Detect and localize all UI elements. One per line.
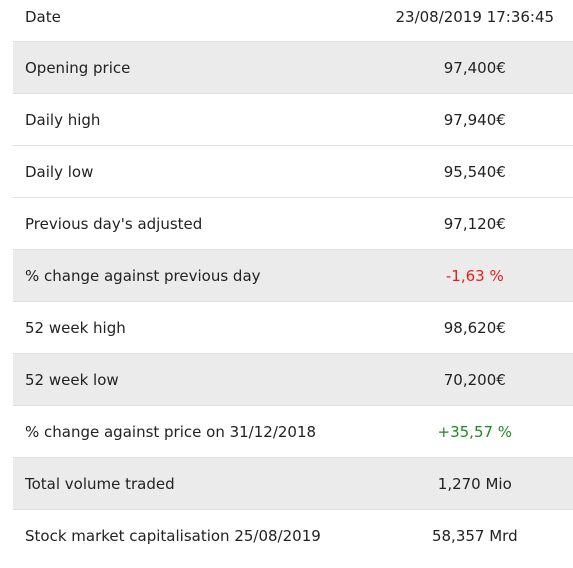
table-row: Daily low 95,540€: [13, 146, 573, 198]
table-row: Stock market capitalisation 25/08/2019 58…: [13, 510, 573, 562]
row-value: 70,200€: [443, 370, 506, 389]
row-label: 52 week high: [25, 318, 126, 337]
table-row: 52 week low 70,200€: [13, 354, 573, 406]
row-value: -1,63 %: [445, 266, 504, 285]
table-row: Daily high 97,940€: [13, 94, 573, 146]
table-row: % change against previous day -1,63 %: [13, 250, 573, 302]
table-row: Opening price 97,400€: [13, 42, 573, 94]
table-row: Total volume traded 1,270 Mio: [13, 458, 573, 510]
row-label: 52 week low: [25, 370, 119, 389]
row-label: % change against previous day: [25, 266, 261, 285]
row-value: 97,940€: [443, 110, 506, 129]
row-value: 97,120€: [443, 214, 506, 233]
row-value: +35,57 %: [437, 422, 513, 441]
table-row: Previous day's adjusted 97,120€: [13, 198, 573, 250]
row-value: 95,540€: [443, 162, 506, 181]
row-label: Daily low: [25, 162, 94, 181]
row-value: 58,357 Mrd: [431, 527, 518, 545]
row-label: Opening price: [25, 58, 131, 77]
table-row: 52 week high 98,620€: [13, 302, 573, 354]
row-label: Date: [25, 8, 61, 26]
table-row: % change against price on 31/12/2018 +35,…: [13, 406, 573, 458]
row-label: Stock market capitalisation 25/08/2019: [25, 527, 321, 545]
row-value: 97,400€: [443, 58, 506, 77]
row-value: 98,620€: [443, 318, 506, 337]
row-label: Total volume traded: [25, 474, 175, 493]
row-label: Previous day's adjusted: [25, 214, 203, 233]
row-label: Daily high: [25, 110, 101, 129]
stock-table: Date 23/08/2019 17:36:45 Opening price 97,…: [13, 0, 573, 562]
row-value: 23/08/2019 17:36:45: [395, 8, 555, 26]
table-row: Date 23/08/2019 17:36:45: [13, 0, 573, 42]
row-label: % change against price on 31/12/2018: [25, 422, 317, 441]
row-value: 1,270 Mio: [437, 474, 512, 493]
